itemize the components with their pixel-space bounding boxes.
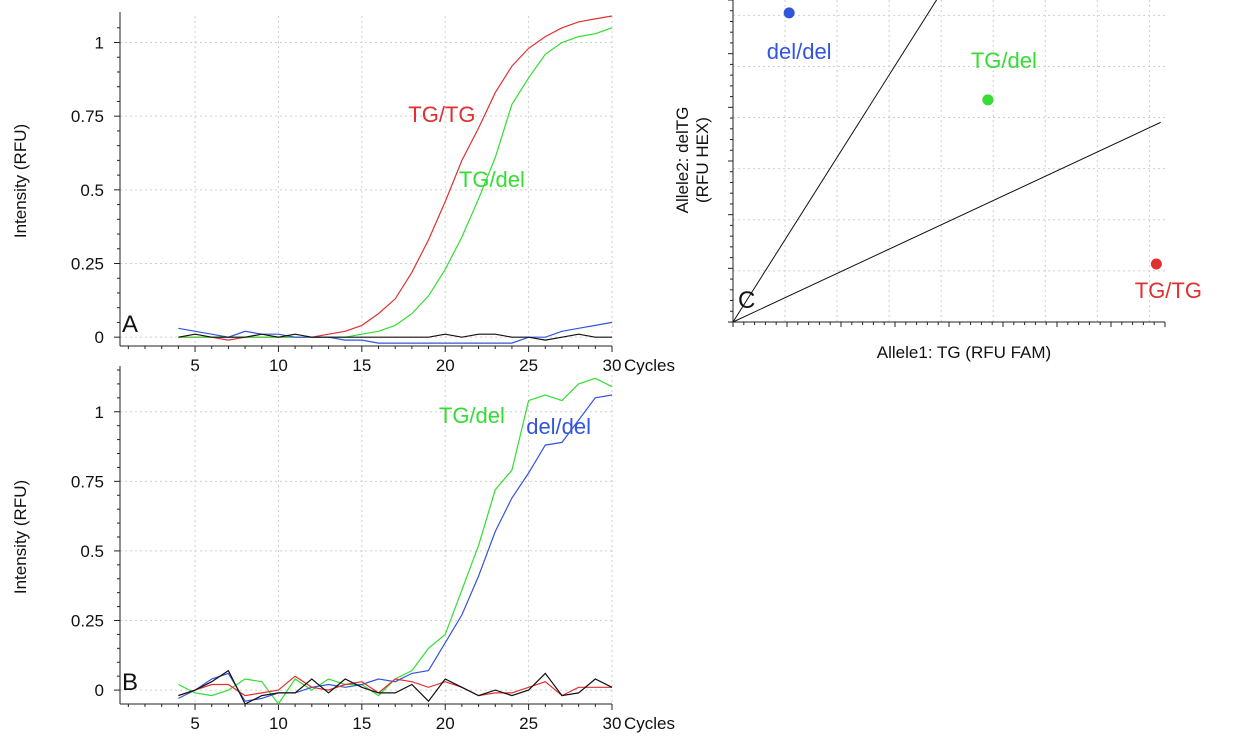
point-label: del/del (767, 39, 832, 64)
y-tick-label: 0.25 (71, 612, 104, 631)
panel-label: C (738, 287, 755, 314)
point-label: TG/del (971, 48, 1037, 73)
y-axis-label-units: (RFU HEX) (693, 117, 712, 203)
series-annotation: TG/del (439, 403, 505, 428)
x-tick-label: 5 (190, 714, 199, 733)
point-label: TG/TG (1135, 278, 1202, 303)
series-line-red (178, 675, 612, 697)
y-tick-label: 1 (95, 403, 104, 422)
data-point-blue (783, 7, 795, 19)
x-tick-label: 25 (519, 356, 538, 375)
x-tick-label: 15 (352, 356, 371, 375)
x-tick-label: 30 (603, 356, 622, 375)
x-tick-label: 15 (352, 714, 371, 733)
x-tick-label: 25 (519, 714, 538, 733)
y-tick-label: 0 (95, 328, 104, 347)
chart-panel-b: 5 10 15 20 25 30 Cycles 0 0.25 0.5 0.75 1 Intensity … (11, 366, 675, 733)
x-tick-label: 10 (269, 356, 288, 375)
series-line-black (178, 669, 613, 705)
series-line-green (178, 27, 613, 338)
x-tick-label: 20 (436, 356, 455, 375)
y-axis-label: Intensity (RFU) (11, 124, 30, 238)
chart-panel-c: del/del TG/del TG/TG Allele1: TG (RFU FAM) A… (673, 0, 1202, 362)
series-line-black (178, 333, 612, 341)
y-tick-label: 0.25 (71, 255, 104, 274)
y-tick-label: 0.75 (71, 107, 104, 126)
y-tick-label: 1 (95, 34, 104, 53)
x-axis-label: Allele1: TG (RFU FAM) (877, 343, 1051, 362)
x-axis-label: Cycles (624, 356, 675, 375)
panel-label: B (122, 669, 138, 696)
y-tick-label: 0 (95, 681, 104, 700)
x-tick-label: 10 (269, 714, 288, 733)
chart-panel-a: 5 10 15 20 25 30 Cycles 0 0.25 0.5 0.75 1 Intensity … (11, 12, 675, 375)
y-axis-label: Intensity (RFU) (11, 480, 30, 594)
panel-label: A (122, 311, 138, 338)
cluster-boundary-line (732, 0, 938, 323)
series-line-blue (178, 321, 613, 344)
y-tick-label: 0.5 (80, 181, 104, 200)
series-line-red (178, 15, 613, 341)
x-tick-label: 20 (436, 714, 455, 733)
series-annotation: TG/del (459, 167, 525, 192)
x-tick-label: 30 (603, 714, 622, 733)
x-axis-label: Cycles (624, 714, 675, 733)
series-line-blue (178, 394, 613, 702)
x-tick-label: 5 (190, 356, 199, 375)
y-tick-label: 0.75 (71, 472, 104, 491)
cluster-boundary-line (732, 121, 1161, 323)
y-axis-label: Allele2: delTG (673, 107, 692, 214)
data-point-green (982, 94, 994, 106)
y-tick-label: 0.5 (80, 542, 104, 561)
series-annotation: TG/TG (408, 102, 475, 127)
data-point-red (1150, 258, 1162, 270)
series-annotation: del/del (526, 414, 591, 439)
